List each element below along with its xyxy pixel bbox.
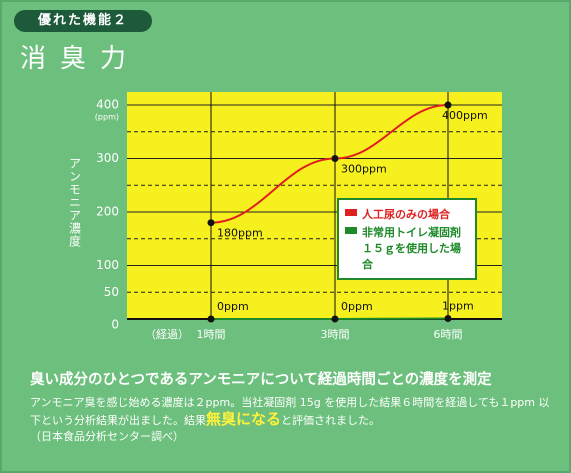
y-tick-label: 300 (96, 151, 119, 165)
data-label: 1ppm (442, 299, 474, 312)
legend-entry: 非常用トイレ凝固剤１５ｇを使用した場合 (345, 224, 469, 272)
x-tick-label: 3時間 (321, 328, 350, 341)
data-label: 0ppm (217, 300, 249, 313)
y-tick-label: 100 (96, 258, 119, 272)
description: 臭い成分のひとつであるアンモニアについて経過時間ごとの濃度を測定 アンモニア臭を… (30, 368, 555, 445)
legend-label: 非常用トイレ凝固剤１５ｇを使用した場合 (362, 226, 461, 271)
highlight: 無臭になる (206, 410, 282, 428)
headline: 臭い成分のひとつであるアンモニアについて経過時間ごとの濃度を測定 (30, 372, 492, 388)
x-tick-label: 6時間 (434, 328, 463, 341)
legend-entry: 人工尿のみの場合 (345, 206, 469, 222)
data-label: 180ppm (217, 227, 263, 240)
y-tick-label: 200 (96, 205, 119, 219)
source: （日本食品分析センター調べ） (30, 430, 184, 443)
badge: 優れた機能２ (14, 10, 152, 32)
y-axis-label: アンモニア濃度 (68, 157, 82, 248)
body-text: アンモニア臭を感じ始める濃度は２ppm。当社凝固剤 15g を使用した結果６時間… (30, 395, 555, 445)
text: アンモニア臭を感じ始める濃度は２ppm。当社凝固剤 15g を使用した結果６時間… (30, 396, 550, 427)
x-tick-label: 1時間 (197, 328, 226, 341)
series-line (211, 317, 449, 321)
text: と評価されました。 (281, 414, 381, 427)
point (444, 101, 452, 109)
data-label: 400ppm (442, 109, 488, 122)
legend: 人工尿のみの場合非常用トイレ凝固剤１５ｇを使用した場合 (337, 198, 477, 280)
x-axis-label: （経過） (145, 328, 189, 341)
data-label: 0ppm (341, 300, 373, 313)
y-tick-label: 50 (104, 285, 119, 299)
data-label: 300ppm (341, 163, 387, 176)
point (207, 219, 215, 227)
point (207, 315, 215, 323)
legend-label: 人工尿のみの場合 (362, 208, 450, 221)
y-tick-label: 400 (96, 98, 119, 112)
title: 消臭力 (20, 44, 141, 74)
point (331, 315, 339, 323)
y-tick-label: 0 (111, 318, 119, 332)
y-unit: (ppm) (95, 113, 119, 122)
legend-swatch (345, 209, 357, 216)
legend-swatch (345, 227, 357, 234)
point (331, 155, 339, 162)
point (444, 314, 452, 322)
